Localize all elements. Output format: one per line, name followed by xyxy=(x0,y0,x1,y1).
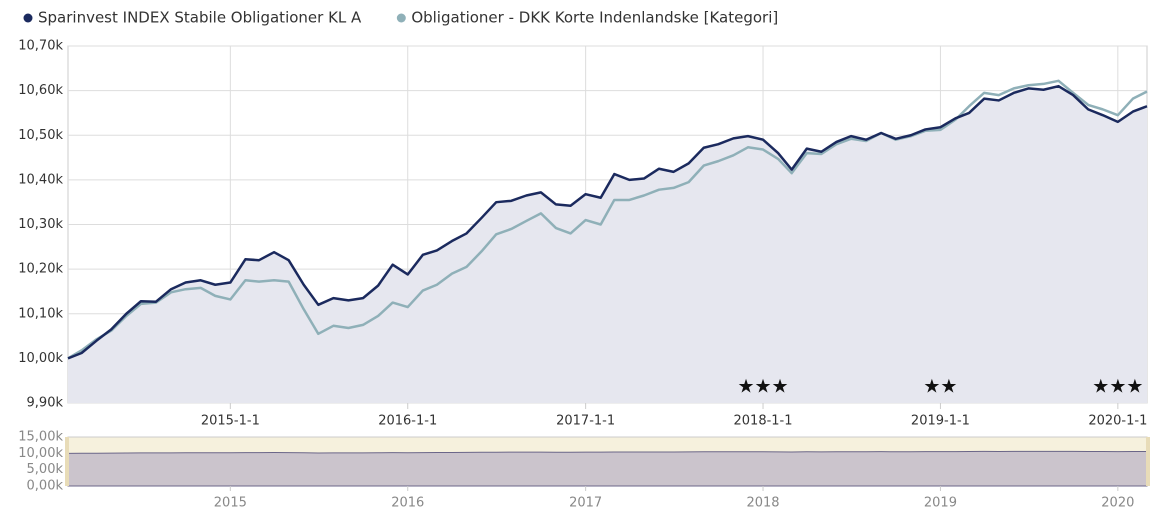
nav-y-tick-label: 10,00k xyxy=(18,446,63,461)
nav-x-tick-label: 2019 xyxy=(924,496,957,511)
nav-x-tick-label: 2018 xyxy=(746,496,779,511)
rating-stars: ★★★ xyxy=(737,376,788,398)
nav-y-tick-label: 0,00k xyxy=(27,479,64,494)
y-tick-label: 10,60k xyxy=(18,83,63,98)
y-tick-label: 10,20k xyxy=(18,262,63,277)
y-tick-label: 10,40k xyxy=(18,172,63,187)
nav-y-tick-label: 5,00k xyxy=(27,462,64,477)
legend-marker xyxy=(23,13,33,23)
nav-x-tick-label: 2015 xyxy=(214,496,247,511)
navigator-handle xyxy=(65,437,69,486)
area xyxy=(68,86,1147,403)
series-line xyxy=(67,84,1148,360)
legend-marker xyxy=(396,13,406,23)
x-tick-label: 2020-1-1 xyxy=(1088,414,1147,429)
nav-x-tick-label: 2020 xyxy=(1101,496,1134,511)
navigator-handle xyxy=(1146,437,1150,486)
y-tick-label: 10,70k xyxy=(18,39,63,54)
legend-label: Sparinvest INDEX Stabile Obligationer KL… xyxy=(38,9,362,27)
x-tick-label: 2016-1-1 xyxy=(378,414,437,429)
rating-stars: ★★★ xyxy=(1092,376,1143,398)
series-line xyxy=(67,79,1148,360)
y-tick-label: 10,10k xyxy=(18,306,63,321)
y-tick-label: 10,30k xyxy=(18,217,63,232)
y-tick-label: 10,50k xyxy=(18,128,63,143)
x-tick-label: 2015-1-1 xyxy=(201,414,260,429)
nav-y-tick-label: 15,00k xyxy=(18,430,63,445)
y-tick-label: 9,90k xyxy=(27,396,64,411)
nav-x-tick-label: 2016 xyxy=(391,496,424,511)
legend-label: Obligationer - DKK Korte Indenlandske [K… xyxy=(411,9,778,27)
x-tick-label: 2017-1-1 xyxy=(556,414,615,429)
rating-stars: ★★ xyxy=(923,376,957,398)
x-tick-label: 2018-1-1 xyxy=(734,414,793,429)
nav-x-tick-label: 2017 xyxy=(569,496,602,511)
y-tick-label: 10,00k xyxy=(18,351,63,366)
navigator-area xyxy=(67,450,1148,487)
x-tick-label: 2019-1-1 xyxy=(911,414,970,429)
